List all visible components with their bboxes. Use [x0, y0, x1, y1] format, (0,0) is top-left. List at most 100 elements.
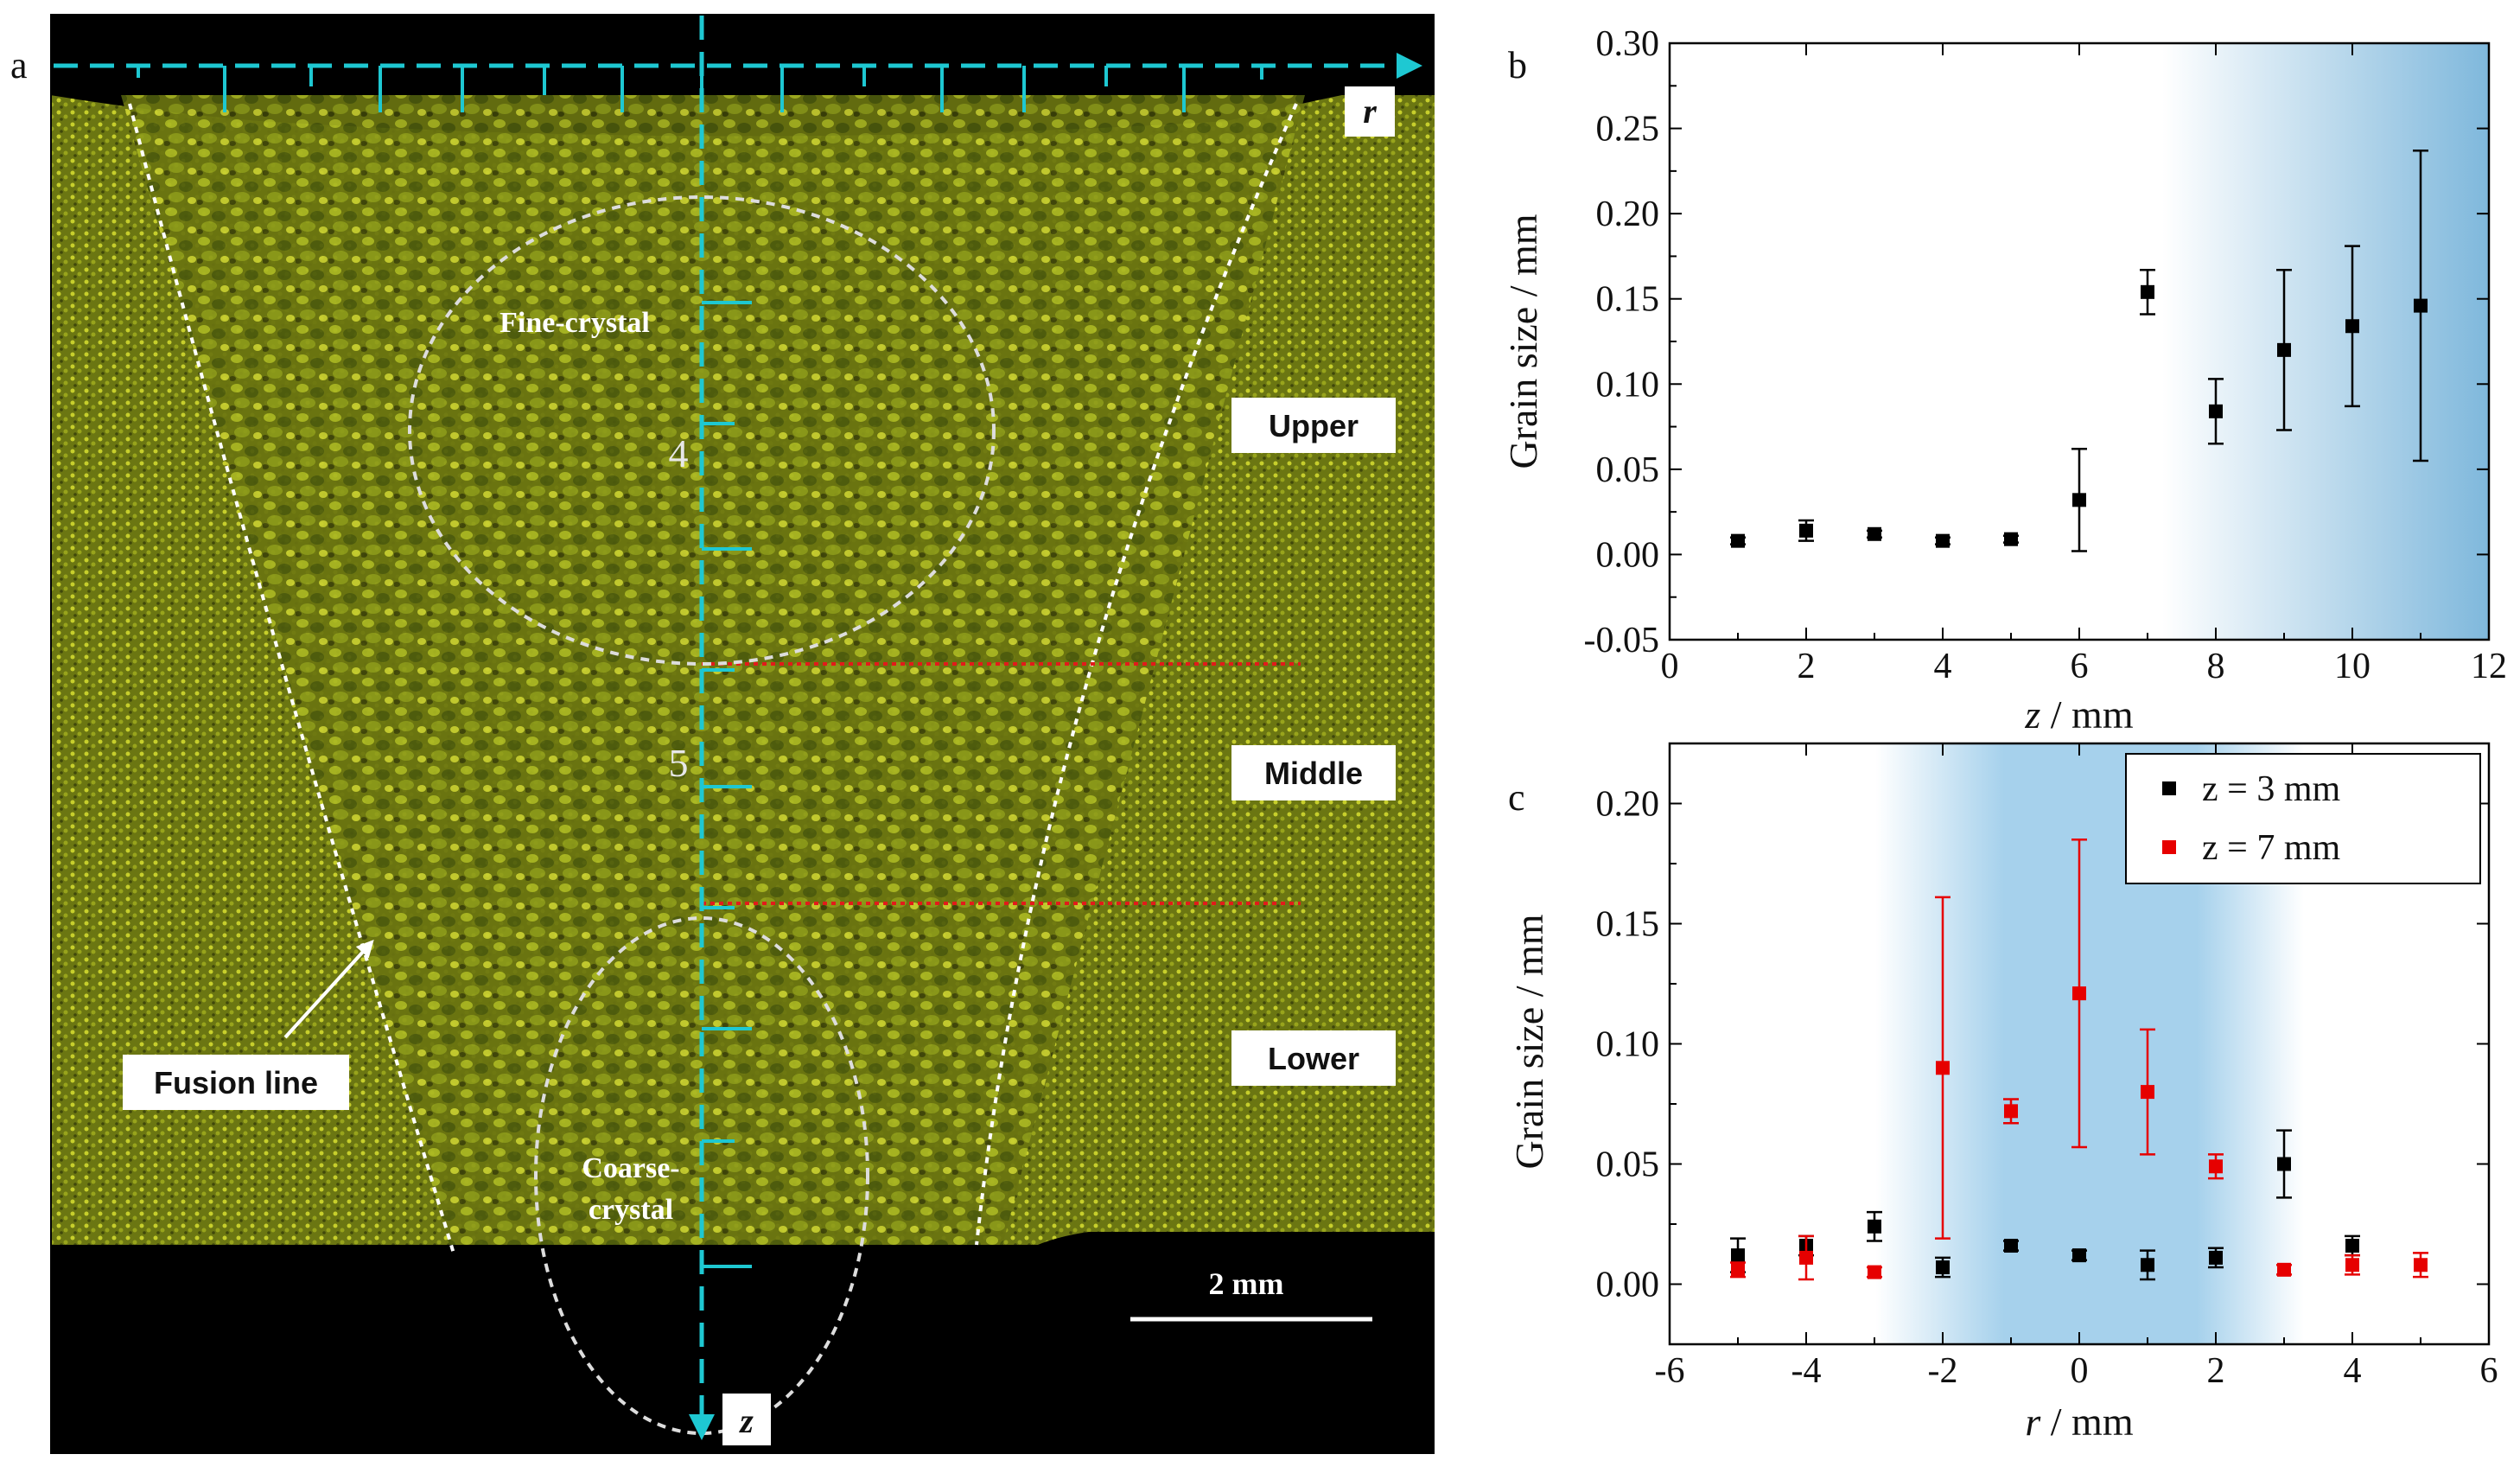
panel-c-axes: -6 -4 -2 0 2 4 6 0.00 0.05 0.10 0.15 0.20	[1596, 743, 2498, 1391]
panel-b-ytick-label: 0.30	[1596, 24, 1660, 64]
panel-b-point	[1936, 533, 1950, 548]
panel-c-point	[2141, 1085, 2154, 1100]
region-middle-box	[1231, 745, 1396, 800]
panel-c-point	[1799, 1250, 1813, 1265]
r-axis-label-box	[1345, 86, 1395, 137]
panel-c: c -6 -4 -2 0 2 4 6 0.00 0.05 0.10 0.15 0.20 Grain s…	[1507, 742, 2498, 1444]
panel-c-point	[1936, 1260, 1950, 1275]
fusion-line-arrow	[283, 940, 374, 1039]
panel-c-ytick-label: 0.10	[1596, 1025, 1660, 1065]
panel-b-ytick-label: 0.05	[1596, 450, 1660, 490]
coarse-crystal-region	[534, 916, 869, 1435]
weld-root-black	[50, 1232, 1435, 1454]
panel-b-ytick-label: -0.05	[1584, 621, 1660, 660]
panel-c-legend-label: z = 7 mm	[2202, 828, 2340, 868]
panel-c-legend-marker	[2162, 781, 2176, 795]
panel-b-xlabel-var: z	[2024, 692, 2040, 737]
panel-b-shading	[2162, 43, 2489, 640]
panel-c-point	[2072, 986, 2086, 1001]
panel-b-letter: b	[1508, 44, 1527, 86]
panel-b-point	[2209, 404, 2223, 418]
panel-c-xtick-label: 4	[2344, 1351, 2362, 1391]
panel-c-legend-marker	[2162, 840, 2176, 854]
region-lower-label: Lower	[1268, 1041, 1359, 1076]
panel-b-xtick-label: 0	[1661, 647, 1679, 686]
panel-c-point	[1731, 1248, 1745, 1263]
fusion-line-label: Fusion line	[154, 1065, 318, 1100]
region-upper-box	[1231, 398, 1396, 453]
panel-c-point	[2414, 1258, 2428, 1272]
panel-c-ylabel: Grain size / mm	[1507, 914, 1551, 1169]
panel-b-ytick-label: 0.15	[1596, 280, 1660, 320]
panel-c-xlabel-unit: / mm	[2040, 1400, 2134, 1444]
panel-c-point	[2345, 1258, 2359, 1272]
panel-c-point	[2209, 1250, 2223, 1265]
panel-c-xtick-label: 2	[2207, 1351, 2225, 1391]
panel-c-point	[2209, 1159, 2223, 1174]
panel-b-ytick-label: 0.00	[1596, 535, 1660, 575]
panel-b-point	[1868, 526, 1881, 541]
panel-c-legend	[2125, 753, 2481, 884]
panel-a: a	[10, 14, 1435, 1454]
fine-crystal-region	[408, 195, 996, 666]
r-axis-label: r	[1363, 92, 1377, 131]
panel-b-ytick-label: 0.25	[1596, 110, 1660, 150]
panel-c-point	[2277, 1262, 2291, 1277]
panel-b-marks	[1730, 149, 2428, 552]
z-axis-label: z	[738, 1401, 754, 1440]
panel-b-xlabel: z / mm	[2024, 692, 2133, 737]
panel-c-ytick-label: 0.15	[1596, 905, 1660, 945]
panel-b-xtick-label: 12	[2471, 647, 2507, 686]
panel-b-ylabel: Grain size / mm	[1501, 214, 1545, 469]
panel-b-point	[2004, 532, 2018, 546]
panel-c-legend-items: z = 3 mm z = 7 mm	[2162, 769, 2340, 868]
panel-c-marks	[1730, 838, 2428, 1281]
region-upper-label: Upper	[1269, 408, 1359, 443]
panel-c-point	[2004, 1104, 2018, 1119]
panel-c-ytick-label: 0.05	[1596, 1145, 1660, 1185]
panel-c-xtick-label: 6	[2480, 1351, 2498, 1391]
panel-c-point	[1868, 1219, 1881, 1234]
panel-b-xtick-label: 6	[2071, 647, 2089, 686]
panel-b-xtick-label: 4	[1934, 647, 1952, 686]
panel-c-point	[1936, 1061, 1950, 1075]
z-tick-label-4: 4	[669, 431, 689, 475]
panel-c-point	[2004, 1239, 2018, 1253]
z-axis-label-box	[722, 1394, 771, 1445]
panel-c-ytick-label: 0.00	[1596, 1266, 1660, 1305]
panel-b-ytick-label: 0.20	[1596, 195, 1660, 234]
fine-crystal-label: Fine-crystal	[500, 307, 650, 339]
panel-b-xtick-label: 2	[1798, 647, 1816, 686]
panel-b-point	[2414, 298, 2428, 313]
panel-b-point	[2345, 319, 2359, 334]
panel-b-point	[2277, 342, 2291, 357]
panel-b-xlabel-unit: / mm	[2040, 692, 2134, 737]
region-lower-box	[1231, 1030, 1396, 1086]
panel-b-point	[1799, 523, 1813, 538]
panel-b-point	[2141, 284, 2154, 299]
fusion-line-left	[128, 103, 455, 1254]
panel-b-axes: 0 2 4 6 8 10 12 -0.05 0.00 0.05 0.10 0.15 0.20 0.25 0.…	[1584, 24, 2508, 686]
panel-c-ytick-label: 0.20	[1596, 785, 1660, 825]
panel-c-point	[1731, 1262, 1745, 1277]
coarse-crystal-label-line1: Coarse-	[582, 1152, 679, 1184]
panel-c-point	[2345, 1239, 2359, 1253]
panel-c-xlabel-var: r	[2025, 1400, 2041, 1444]
panel-c-point	[2277, 1157, 2291, 1171]
panel-b-xtick-label: 10	[2334, 647, 2370, 686]
z-tick-label-5: 5	[669, 741, 689, 785]
panel-b-point	[2072, 493, 2086, 507]
panel-c-point	[2141, 1258, 2154, 1272]
panel-c-point	[2072, 1248, 2086, 1263]
panel-c-xtick-label: 0	[2071, 1351, 2089, 1391]
region-middle-label: Middle	[1264, 756, 1363, 791]
panel-c-xtick-label: -4	[1791, 1351, 1822, 1391]
panel-c-legend-label: z = 3 mm	[2202, 769, 2340, 809]
fusion-line-box	[123, 1055, 349, 1110]
panel-b-xtick-label: 8	[2207, 647, 2225, 686]
panel-c-xlabel: r / mm	[2025, 1400, 2133, 1444]
coarse-crystal-label-line2: crystal	[589, 1194, 673, 1226]
fusion-line-right	[975, 103, 1298, 1246]
panel-a-letter: a	[10, 44, 28, 86]
